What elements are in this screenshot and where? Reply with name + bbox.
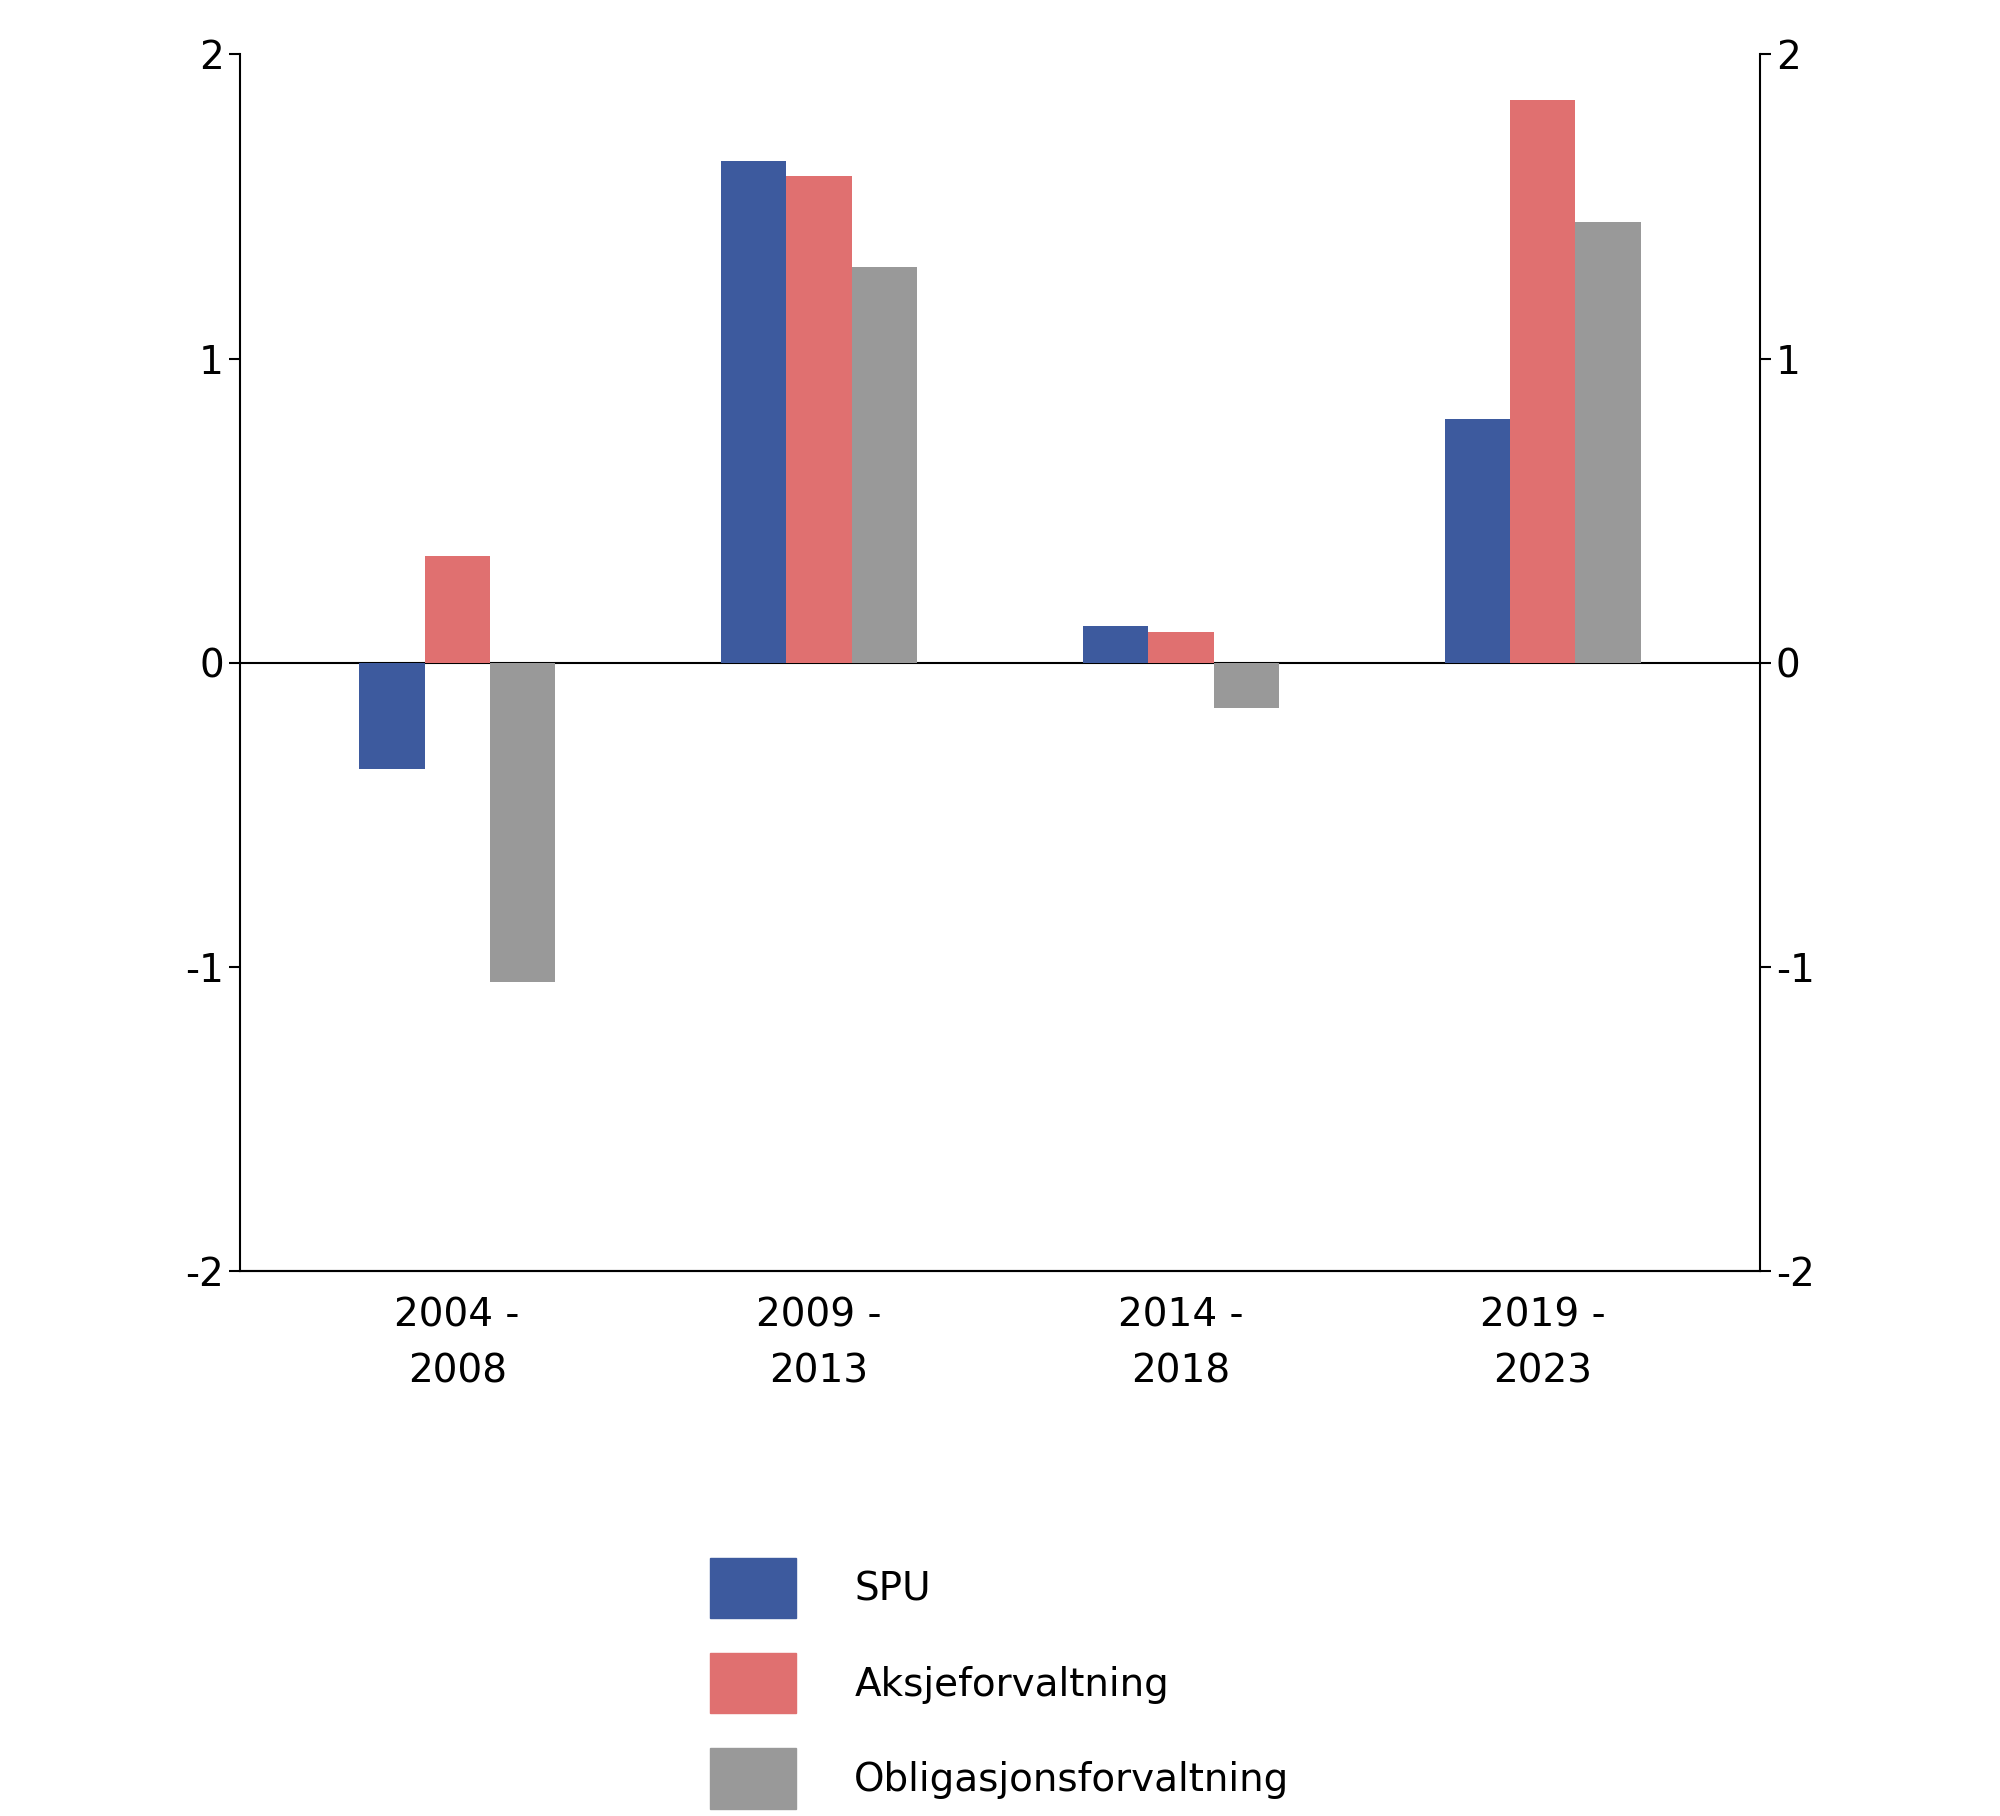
Bar — [1084, 627, 1148, 663]
Bar — [1510, 100, 1576, 663]
Bar — [1446, 419, 1510, 663]
Bar — [1214, 663, 1278, 708]
Legend: SPU, Aksjeforvaltning, Obligasjonsforvaltning: SPU, Aksjeforvaltning, Obligasjonsforval… — [710, 1558, 1290, 1809]
Bar — [360, 663, 424, 770]
Bar — [490, 663, 554, 982]
Bar — [786, 176, 852, 663]
Bar — [424, 556, 490, 663]
Bar — [1576, 222, 1640, 663]
Bar — [1148, 632, 1214, 663]
Bar — [722, 162, 786, 663]
Bar — [852, 267, 916, 663]
